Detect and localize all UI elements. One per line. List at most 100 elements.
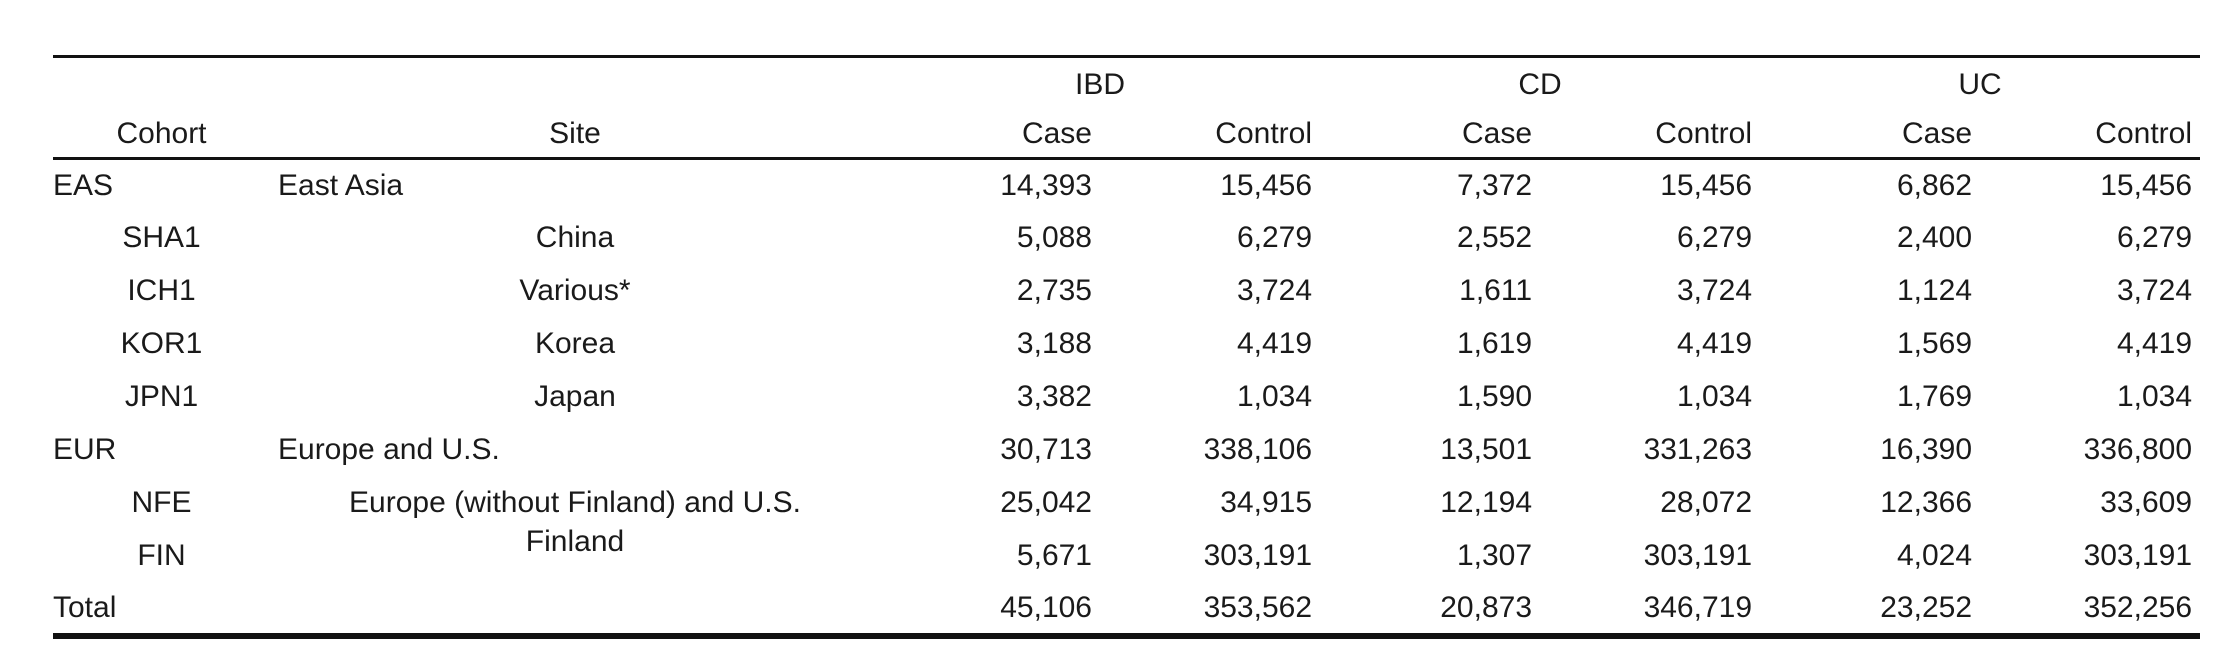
table-row-eas: EAS East Asia 14,393 15,456 7,372 15,456… [53, 159, 2200, 212]
table-row-nfe: NFE Europe (without Finland) and U.S. 25… [53, 477, 2200, 530]
uc-case-cell: 16,390 [1880, 433, 1973, 466]
cd-control-cell: 4,419 [1676, 327, 1753, 360]
uc-case-cell: 23,252 [1880, 590, 1973, 624]
cd-case-cell: 1,307 [1456, 539, 1533, 572]
cohort-label: NFE [131, 486, 192, 519]
ibd-case-cell: 3,188 [1016, 327, 1092, 360]
site-cell: Finland [270, 525, 880, 583]
cohort-cell: NFE [53, 477, 270, 530]
column-header-uc-case: Case [1760, 111, 1981, 160]
ibd-control-cell: 15,456 [1220, 168, 1313, 202]
cd-case-cell: 2,552 [1456, 221, 1533, 254]
ibd-case-cell: 5,671 [1016, 539, 1092, 572]
site-cell: Korea [270, 318, 880, 371]
site-cell: Japan [270, 371, 880, 424]
ibd-control-cell: 1,034 [1236, 380, 1313, 413]
cohort-label: Total [53, 590, 117, 624]
site-cell: Europe (without Finland) and U.S. [270, 477, 880, 530]
ibd-control-cell: 338,106 [1203, 433, 1313, 466]
uc-case-cell: 1,124 [1896, 274, 1973, 307]
cohort-cell: EUR [53, 424, 270, 477]
disease-group-header-row: IBD CD UC [53, 57, 2200, 112]
cohort-cell: ICH1 [53, 265, 270, 318]
cd-control-cell: 303,191 [1643, 539, 1753, 572]
cd-case-cell: 1,590 [1456, 380, 1533, 413]
cd-case-cell: 1,619 [1456, 327, 1533, 360]
cd-control-cell: 15,456 [1660, 168, 1753, 202]
uc-control-cell: 33,609 [2100, 486, 2193, 519]
ibd-control-cell: 4,419 [1236, 327, 1313, 360]
column-header-row: Cohort Site Case Control Case Control Ca… [53, 111, 2201, 160]
cd-control-cell: 28,072 [1660, 486, 1753, 519]
ibd-control-cell: 34,915 [1220, 486, 1313, 519]
uc-control-cell: 15,456 [2100, 168, 2193, 202]
site-cell: Various* [270, 265, 880, 318]
ibd-case-cell: 2,735 [1016, 274, 1092, 307]
ibd-case-cell: 3,382 [1016, 380, 1092, 413]
site-cell: China [270, 212, 880, 265]
site-label: Korea [534, 327, 616, 360]
cd-control-cell: 346,719 [1643, 590, 1753, 624]
cohort-label: FIN [137, 539, 186, 572]
uc-case-cell: 6,862 [1896, 168, 1973, 202]
cohort-label: SHA1 [122, 221, 201, 254]
uc-control-cell: 303,191 [2083, 539, 2193, 572]
cohort-cell: FIN [53, 530, 270, 583]
uc-case-cell: 1,769 [1896, 380, 1973, 413]
table-row-eur: EUR Europe and U.S. 30,713 338,106 13,50… [53, 424, 2200, 477]
column-header-site: Site [270, 111, 880, 160]
site-cell: East Asia [270, 159, 880, 212]
column-header-ibd-control: Control [1100, 111, 1321, 160]
cohort-cell: EAS [53, 159, 270, 212]
site-label: Europe (without Finland) and U.S. [349, 486, 801, 519]
group-header-ibd: IBD [1075, 67, 1126, 101]
uc-control-cell: 336,800 [2083, 433, 2193, 466]
cohort-cell: KOR1 [53, 318, 270, 371]
ibd-control-cell: 6,279 [1236, 221, 1313, 254]
uc-case-cell: 2,400 [1896, 221, 1973, 254]
ibd-case-cell: 30,713 [1000, 433, 1092, 466]
ibd-control-cell: 303,191 [1203, 539, 1313, 572]
uc-case-cell: 1,569 [1896, 327, 1973, 360]
ibd-control-cell: 3,724 [1236, 274, 1313, 307]
group-header-uc: UC [1958, 67, 2002, 101]
spacer-cell [53, 57, 270, 112]
cd-case-cell: 13,501 [1440, 433, 1533, 466]
uc-case-cell: 12,366 [1880, 486, 1973, 519]
site-cell: Europe and U.S. [270, 424, 880, 477]
column-header-cd-case: Case [1320, 111, 1541, 160]
table-row-jpn1: JPN1 Japan 3,382 1,034 1,590 1,034 1,769… [53, 371, 2200, 424]
site-label: Europe and U.S. [278, 433, 500, 466]
column-header-ibd-case: Case [880, 111, 1100, 160]
site-label: Finland [525, 525, 625, 558]
uc-control-cell: 6,279 [2116, 221, 2193, 254]
cohort-label: EUR [53, 433, 117, 466]
ibd-case-cell: 5,088 [1016, 221, 1092, 254]
cd-case-cell: 20,873 [1440, 590, 1533, 624]
table-row-fin: FIN Finland 5,671 303,191 1,307 303,191 … [53, 525, 2200, 583]
ibd-case-cell: 45,106 [1000, 590, 1092, 624]
ibd-case-cell: 25,042 [1000, 486, 1092, 519]
site-label: East Asia [278, 168, 404, 202]
cd-control-cell: 3,724 [1676, 274, 1753, 307]
case-control-table-container: IBD CD UC Cohort Site Case Control Case … [53, 55, 2201, 639]
cohort-label: EAS [53, 168, 114, 202]
cd-case-cell: 7,372 [1456, 168, 1533, 202]
table-row-ich1: ICH1 Various* 2,735 3,724 1,611 3,724 1,… [53, 265, 2200, 318]
uc-control-cell: 3,724 [2116, 274, 2193, 307]
cd-control-cell: 1,034 [1676, 380, 1753, 413]
cd-control-cell: 6,279 [1676, 221, 1753, 254]
site-cell [270, 583, 880, 636]
cohort-case-control-table: IBD CD UC Cohort Site Case Control Case … [53, 55, 2201, 639]
cd-case-cell: 1,611 [1459, 274, 1533, 307]
site-label: Various* [519, 274, 631, 307]
cohort-cell: Total [53, 583, 270, 636]
uc-control-cell: 352,256 [2083, 590, 2193, 624]
table-row-kor1: KOR1 Korea 3,188 4,419 1,619 4,419 1,569… [53, 318, 2200, 371]
cohort-cell: JPN1 [53, 371, 270, 424]
uc-control-cell: 1,034 [2116, 380, 2193, 413]
ibd-control-cell: 353,562 [1203, 590, 1313, 624]
site-label: Japan [534, 380, 616, 413]
cd-control-cell: 331,263 [1643, 433, 1753, 466]
spacer-cell [270, 57, 880, 112]
